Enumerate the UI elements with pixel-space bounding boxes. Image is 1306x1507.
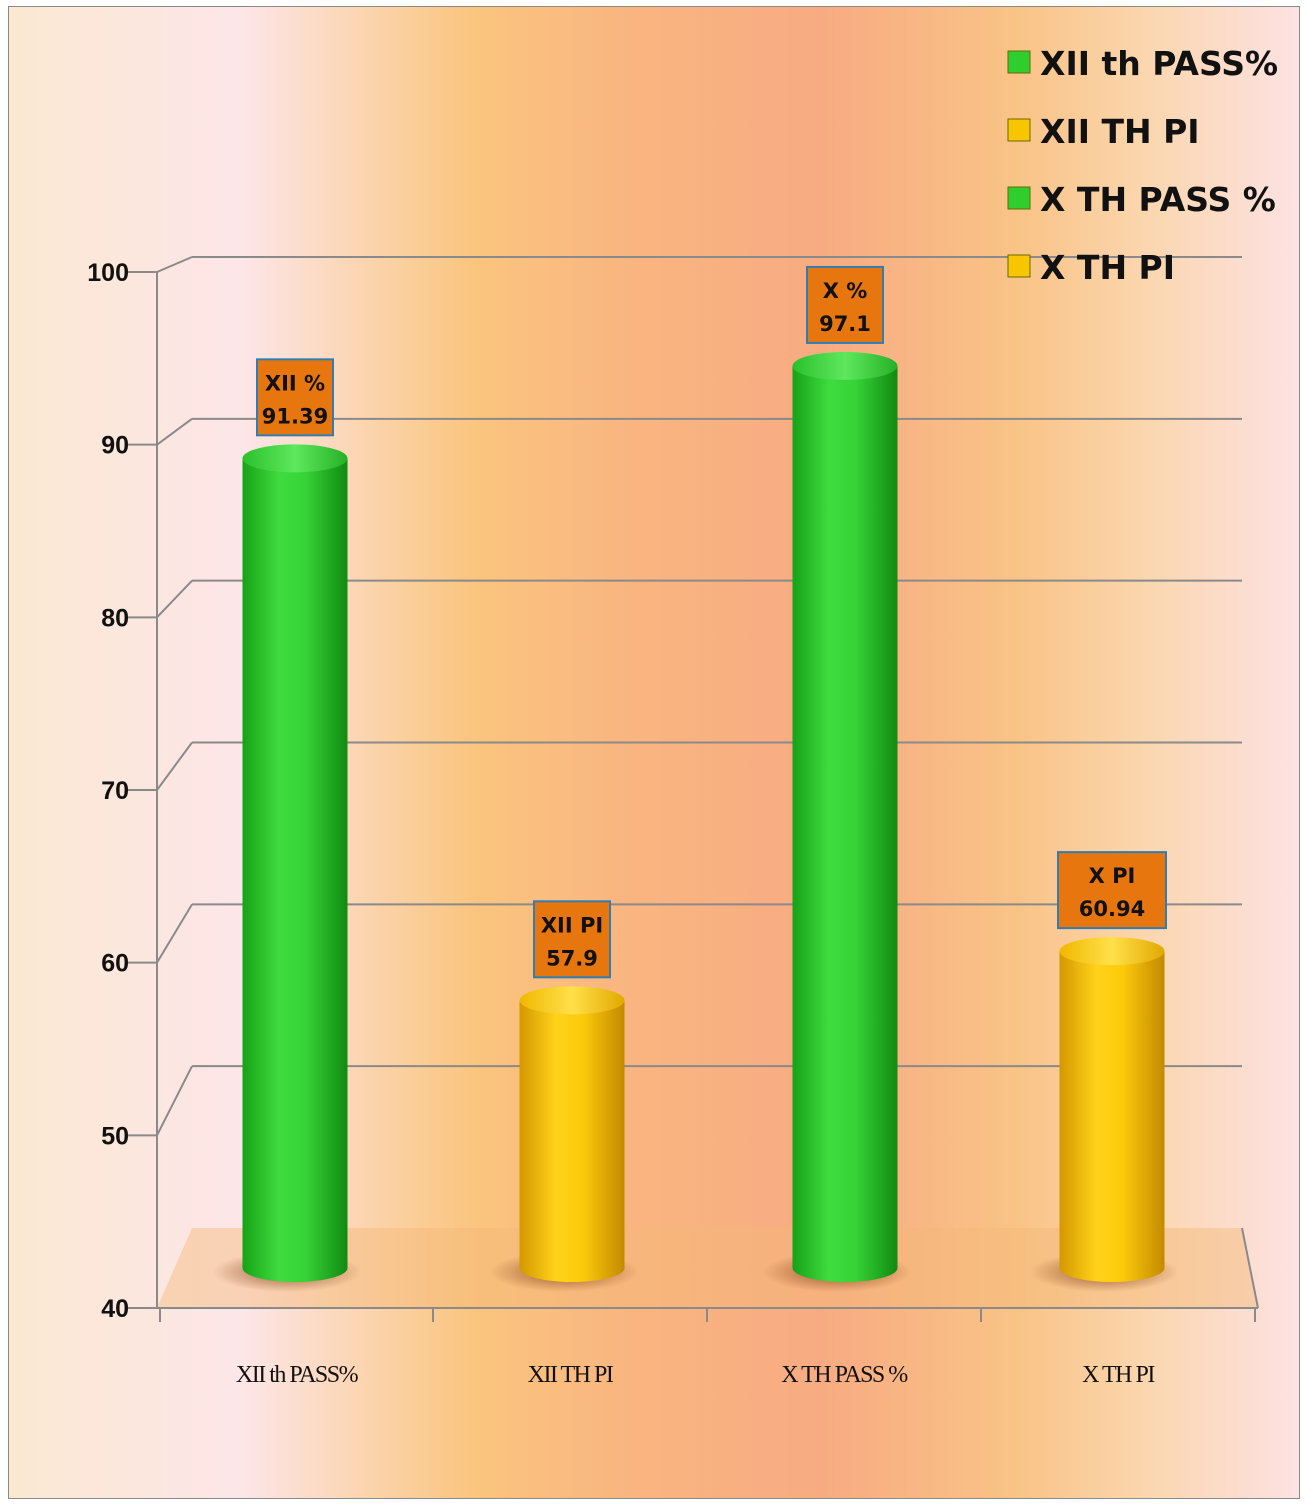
data-label-name: X PI <box>1089 864 1136 888</box>
bar-body <box>519 1000 625 1283</box>
x-category-label: XII th PASS% <box>236 1362 359 1388</box>
floor-edge <box>1241 1227 1259 1309</box>
x-category-label: X TH PI <box>1082 1362 1155 1388</box>
legend-label: XII TH PI <box>1040 112 1200 151</box>
legend-item: X TH PI <box>1007 248 1175 287</box>
legend-label: X TH PI <box>1040 248 1175 287</box>
data-label-name: X % <box>823 279 868 303</box>
legend-label: XII th PASS% <box>1040 44 1278 83</box>
gridline-depth <box>156 741 193 791</box>
data-label-box <box>533 900 611 979</box>
bar-top <box>519 986 625 1015</box>
data-label: XII % 91.39 <box>256 358 334 437</box>
y-tick-label: 50 <box>101 1122 129 1150</box>
data-label: X PI 60.94 <box>1057 851 1167 930</box>
data-label: X % 97.1 <box>806 265 884 344</box>
y-tick-label: 80 <box>101 604 129 632</box>
gridline-depth <box>156 256 193 273</box>
data-label-box <box>256 358 334 437</box>
x-category-label: XII TH PI <box>528 1362 614 1388</box>
chart-floor <box>157 1228 1258 1308</box>
bar-body <box>1059 951 1165 1283</box>
legend-swatch <box>1007 50 1031 74</box>
gridline-depth <box>156 903 193 964</box>
bar <box>1029 937 1179 1292</box>
bar-body <box>792 365 898 1283</box>
y-tick-label: 60 <box>101 950 129 978</box>
bar-top <box>1059 937 1165 966</box>
bar <box>762 351 912 1292</box>
legend: XII th PASS% XII TH PI X TH PASS % X TH PI <box>1007 44 1278 287</box>
legend-item: X TH PASS % <box>1007 180 1276 219</box>
y-tick-label: 70 <box>101 777 129 805</box>
y-tick-label: 40 <box>101 1295 129 1323</box>
data-label-name: XII PI <box>541 913 603 937</box>
data-label-value: 60.94 <box>1079 897 1145 921</box>
y-tick-label: 100 <box>87 259 129 287</box>
gridline-depth <box>156 1065 193 1136</box>
data-label-name: XII % <box>265 371 325 395</box>
bar-top <box>242 444 348 473</box>
data-label-value: 91.39 <box>262 404 328 428</box>
gridline-depth <box>156 418 193 446</box>
bar <box>212 444 362 1292</box>
legend-item: XII TH PI <box>1007 112 1200 151</box>
data-label-value: 97.1 <box>819 312 871 336</box>
data-label-box <box>1057 851 1167 930</box>
x-category-label: X TH PASS % <box>781 1362 908 1388</box>
legend-swatch <box>1007 118 1031 142</box>
gridline-depth <box>156 579 193 619</box>
legend-label: X TH PASS % <box>1040 180 1276 219</box>
legend-swatch <box>1007 186 1031 210</box>
bar-body <box>242 458 348 1283</box>
legend-item: XII th PASS% <box>1007 44 1278 83</box>
data-label: XII PI 57.9 <box>533 900 611 979</box>
data-label-value: 57.9 <box>546 946 598 970</box>
bar <box>489 986 639 1292</box>
bar-top <box>792 351 898 380</box>
legend-swatch <box>1007 254 1031 278</box>
y-tick-label: 90 <box>101 432 129 460</box>
data-label-box <box>806 265 884 344</box>
